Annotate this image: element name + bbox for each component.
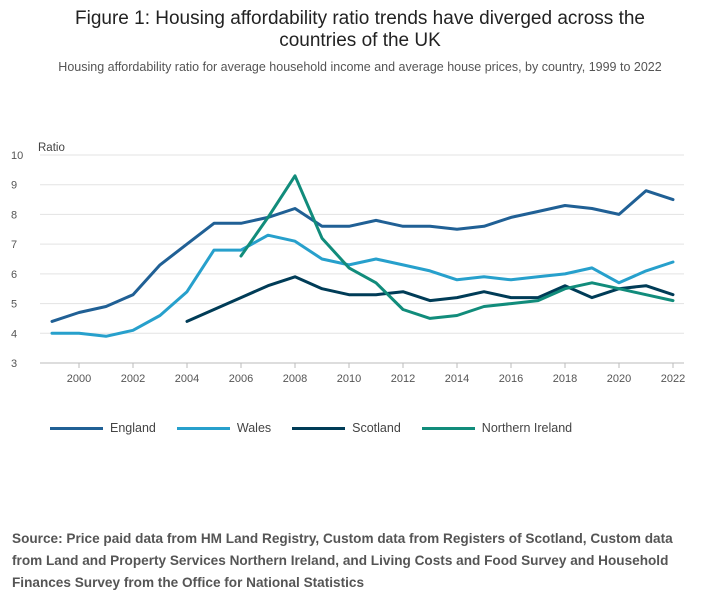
series-line-scotland bbox=[185, 275, 675, 323]
legend-item-wales: Wales bbox=[176, 421, 272, 435]
y-axis-ticks: 3 4 5 6 7 8 9 10 bbox=[11, 150, 23, 370]
y-tick-label: 3 bbox=[11, 358, 17, 370]
legend-swatch bbox=[421, 426, 475, 430]
title-line-2: countries of the UK bbox=[279, 30, 441, 51]
y-tick-label: 10 bbox=[11, 150, 23, 162]
series-line-england bbox=[50, 189, 675, 323]
x-tick-label: 2006 bbox=[229, 373, 253, 385]
legend-label: England bbox=[110, 421, 156, 435]
x-tick-label: 2022 bbox=[661, 373, 685, 385]
legend-swatch bbox=[50, 426, 103, 430]
x-tick-label: 2004 bbox=[175, 373, 199, 385]
series-lines bbox=[50, 174, 675, 338]
x-tick-label: 2012 bbox=[391, 373, 415, 385]
chart-subtitle: Housing affordability ratio for average … bbox=[58, 60, 662, 74]
y-axis-label: Ratio bbox=[38, 142, 65, 154]
series-line-wales bbox=[50, 233, 675, 338]
chart-title: Figure 1: Housing affordability ratio tr… bbox=[0, 8, 720, 52]
x-tick-label: 2008 bbox=[283, 373, 307, 385]
source-note: Source: Price paid data from HM Land Reg… bbox=[12, 531, 673, 590]
x-axis-ticks: 2000 2002 2004 2006 2008 2010 2012 2014 2016 2018… bbox=[67, 363, 685, 385]
legend-label: Northern Ireland bbox=[481, 421, 573, 435]
legend-item-england: England bbox=[50, 421, 156, 435]
y-tick-label: 6 bbox=[11, 269, 17, 281]
legend-item-scotland: Scotland bbox=[292, 421, 401, 435]
series-line-northern-ireland bbox=[239, 174, 675, 320]
x-tick-label: 2014 bbox=[445, 373, 469, 385]
legend-label: Scotland bbox=[352, 421, 401, 435]
x-tick-label: 2002 bbox=[121, 373, 145, 385]
x-tick-label: 2000 bbox=[67, 373, 91, 385]
legend-swatch bbox=[176, 426, 230, 430]
x-tick-label: 2020 bbox=[607, 373, 631, 385]
legend-swatch bbox=[292, 426, 346, 430]
y-tick-label: 7 bbox=[11, 239, 17, 251]
y-tick-label: 4 bbox=[11, 328, 17, 340]
title-line-1: Figure 1: Housing affordability ratio tr… bbox=[75, 8, 645, 29]
legend: England Wales Scotland Northern Ireland bbox=[50, 421, 593, 435]
y-tick-label: 9 bbox=[11, 180, 17, 192]
y-tick-label: 5 bbox=[11, 299, 17, 311]
gridlines bbox=[40, 154, 684, 364]
y-tick-label: 8 bbox=[11, 209, 17, 221]
x-tick-label: 2010 bbox=[337, 373, 361, 385]
x-tick-label: 2016 bbox=[499, 373, 523, 385]
legend-item-northern-ireland: Northern Ireland bbox=[421, 421, 573, 435]
legend-label: Wales bbox=[236, 421, 272, 435]
x-tick-label: 2018 bbox=[553, 373, 577, 385]
